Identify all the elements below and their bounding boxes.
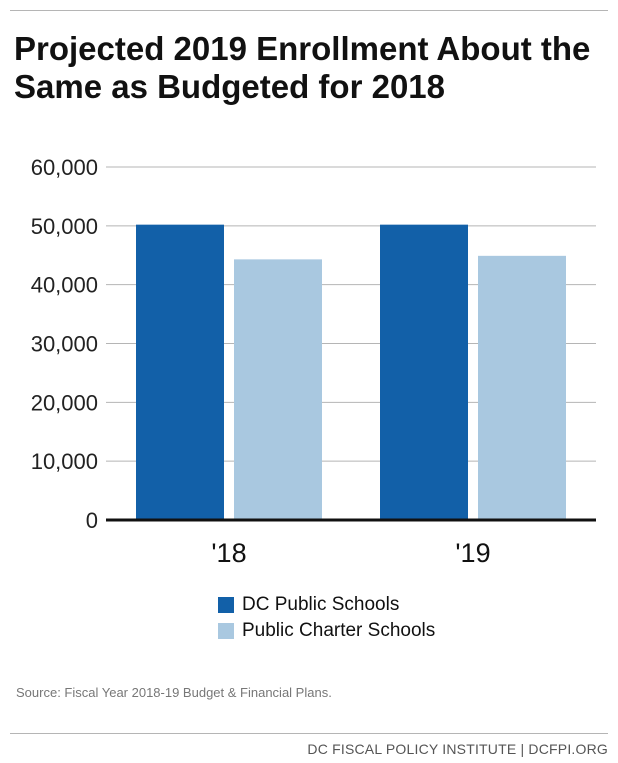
- bar-dc-public: [136, 224, 224, 520]
- bar-charter: [234, 259, 322, 520]
- bar-charter: [478, 255, 566, 521]
- y-tick-label: 40,000: [31, 273, 98, 298]
- legend-item-dc-public: DC Public Schools: [218, 592, 435, 618]
- legend-swatch-dc-public: [218, 597, 234, 613]
- y-tick-label: 50,000: [31, 214, 98, 239]
- y-tick-label: 0: [86, 508, 98, 533]
- y-tick-label: 30,000: [31, 332, 98, 357]
- x-tick-label: '18: [211, 538, 246, 568]
- y-tick-label: 20,000: [31, 390, 98, 415]
- y-tick-label: 10,000: [31, 449, 98, 474]
- x-tick-label: '19: [455, 538, 490, 568]
- source-note: Source: Fiscal Year 2018-19 Budget & Fin…: [16, 685, 332, 700]
- bar-chart: 0 10,000 20,000 30,000 40,000 50,000 60,000 '18…: [31, 155, 596, 568]
- legend-label-charter: Public Charter Schools: [242, 620, 436, 641]
- legend-item-charter: Public Charter Schools: [218, 618, 435, 644]
- footer-credit: DC FISCAL POLICY INSTITUTE | DCFPI.ORG: [307, 741, 608, 757]
- bar-dc-public: [380, 224, 468, 520]
- legend-swatch-charter: [218, 623, 234, 639]
- legend: DC Public Schools Public Charter Schools: [218, 592, 435, 644]
- bottom-rule: [10, 733, 608, 734]
- top-rule: [10, 10, 608, 11]
- y-tick-label: 60,000: [31, 155, 98, 180]
- chart-title: Projected 2019 Enrollment About the Same…: [14, 30, 591, 105]
- legend-label-dc-public: DC Public Schools: [242, 594, 400, 615]
